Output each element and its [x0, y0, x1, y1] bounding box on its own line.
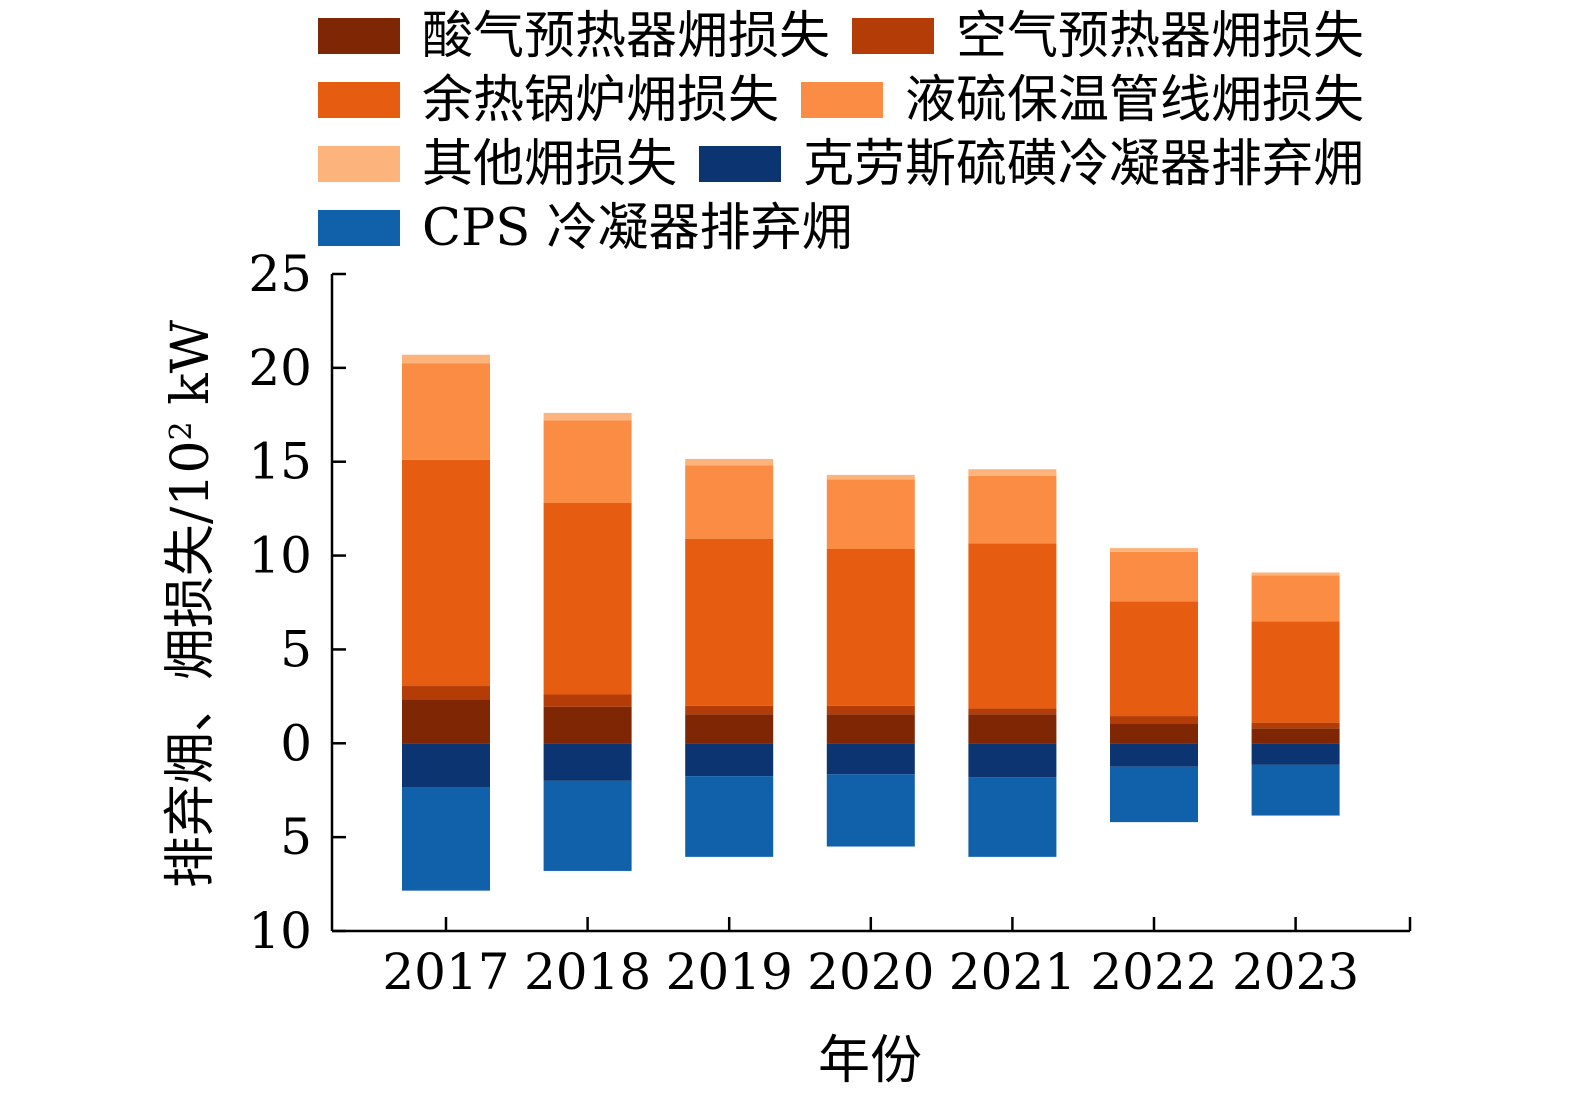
bar-segment [543, 420, 632, 504]
bar-segment [1110, 601, 1198, 717]
legend-swatch [318, 146, 400, 182]
x-tick-label: 2021 [949, 943, 1076, 1001]
bar-segment [968, 469, 1057, 476]
y-tick-label: 10 [248, 527, 312, 585]
bar-segment [685, 714, 774, 744]
bar-segment [1251, 572, 1340, 576]
bar-segment [826, 743, 915, 775]
bar-segment [685, 458, 774, 466]
legend-item: CPS 冷凝器排弃㶲 [318, 203, 853, 254]
y-tick-label: 15 [248, 433, 312, 491]
bar-segment [402, 459, 490, 687]
bar-segment [968, 543, 1057, 709]
bar-segment [685, 776, 774, 857]
legend-row: 酸气预热器㶲损失 空气预热器㶲损失 [318, 4, 1568, 68]
legend: 酸气预热器㶲损失 空气预热器㶲损失 余热锅炉㶲损失 液硫保温管线㶲损失 其他㶲损… [318, 4, 1568, 260]
bar-segment [1251, 575, 1340, 622]
y-axis-label-unit: kW [161, 319, 221, 421]
x-tick-label: 2023 [1232, 943, 1359, 1001]
legend-label: 空气预热器㶲损失 [956, 6, 1365, 66]
bar-segment [685, 743, 774, 777]
bar-segment [1110, 551, 1198, 602]
bar-segment [543, 503, 632, 695]
bar-segment [1110, 716, 1198, 724]
bar-segment [968, 743, 1057, 778]
legend-item: 克劳斯硫磺冷凝器排弃㶲 [699, 139, 1364, 190]
bars-group [402, 354, 1340, 891]
bar-segment [826, 549, 915, 706]
legend-item: 酸气预热器㶲损失 [318, 11, 830, 62]
y-tick-label: 20 [248, 339, 312, 397]
bar-segment [543, 694, 632, 707]
bar-segment [1110, 723, 1198, 744]
bar-segment [685, 538, 774, 706]
y-axis-label: 排弃㶲、㶲损失/102 kW [161, 319, 221, 888]
legend-label: 酸气预热器㶲损失 [422, 6, 831, 66]
y-axis-label-exponent: 2 [164, 421, 199, 440]
bar-segment [543, 743, 632, 781]
bar-segment [543, 706, 632, 744]
legend-label: 液硫保温管线㶲损失 [905, 70, 1365, 130]
x-axis-label: 年份 [818, 1031, 922, 1091]
legend-swatch [801, 82, 884, 118]
bar-segment [1251, 764, 1340, 816]
bar-segment [543, 412, 632, 421]
bar-segment [402, 363, 490, 460]
bar-segment [1251, 743, 1340, 765]
legend-row: CPS 冷凝器排弃㶲 [318, 196, 1568, 260]
y-tick-label: 25 [248, 245, 312, 303]
bar-segment [685, 705, 774, 715]
bar-segment [402, 787, 490, 891]
bar-segment [826, 705, 915, 715]
bar-segment [826, 714, 915, 744]
bar-segment [826, 474, 915, 480]
legend-label: 余热锅炉㶲损失 [422, 70, 780, 130]
bar-segment [685, 465, 774, 539]
legend-label: 其他㶲损失 [422, 134, 678, 194]
bar-segment [968, 714, 1057, 744]
bar-segment [1110, 548, 1198, 552]
legend-item: 液硫保温管线㶲损失 [801, 75, 1364, 126]
legend-swatch [318, 210, 400, 246]
bar-segment [1110, 743, 1198, 767]
bar-segment [402, 686, 490, 700]
x-tick-label: 2020 [807, 943, 934, 1001]
legend-row: 余热锅炉㶲损失 液硫保温管线㶲损失 [318, 68, 1568, 132]
bar-segment [826, 774, 915, 847]
bar-segment [402, 699, 490, 744]
bar-segment [1110, 766, 1198, 823]
bar-segment [543, 780, 632, 871]
x-tick-label: 2017 [382, 943, 509, 1001]
x-tick-label: 2018 [524, 943, 651, 1001]
legend-swatch [318, 82, 400, 118]
legend-item: 其他㶲损失 [318, 139, 677, 190]
bar-segment [402, 743, 490, 788]
bar-segment [968, 708, 1057, 715]
legend-item: 空气预热器㶲损失 [852, 11, 1364, 62]
y-axis-label-main: 排弃㶲、㶲损失/10 [161, 440, 221, 888]
bar-segment [402, 354, 490, 364]
legend-item: 余热锅炉㶲损失 [318, 75, 779, 126]
legend-label: 克劳斯硫磺冷凝器排弃㶲 [803, 134, 1365, 194]
bar-segment [1251, 621, 1340, 723]
bar-segment [1251, 722, 1340, 729]
legend-swatch [318, 18, 400, 54]
bar-segment [1251, 728, 1340, 744]
legend-row: 其他㶲损失 克劳斯硫磺冷凝器排弃㶲 [318, 132, 1568, 196]
legend-swatch [699, 146, 782, 182]
bar-segment [968, 475, 1057, 544]
x-tick-label: 2022 [1090, 943, 1217, 1001]
y-tick-label: 5 [280, 808, 312, 866]
legend-swatch [852, 18, 935, 54]
x-tick-label: 2019 [666, 943, 793, 1001]
bar-segment [968, 777, 1057, 857]
y-tick-label: 5 [280, 620, 312, 678]
bar-segment [826, 479, 915, 550]
y-tick-label: 0 [280, 714, 312, 772]
y-tick-label: 10 [248, 902, 312, 960]
legend-label: CPS 冷凝器排弃㶲 [422, 198, 853, 258]
